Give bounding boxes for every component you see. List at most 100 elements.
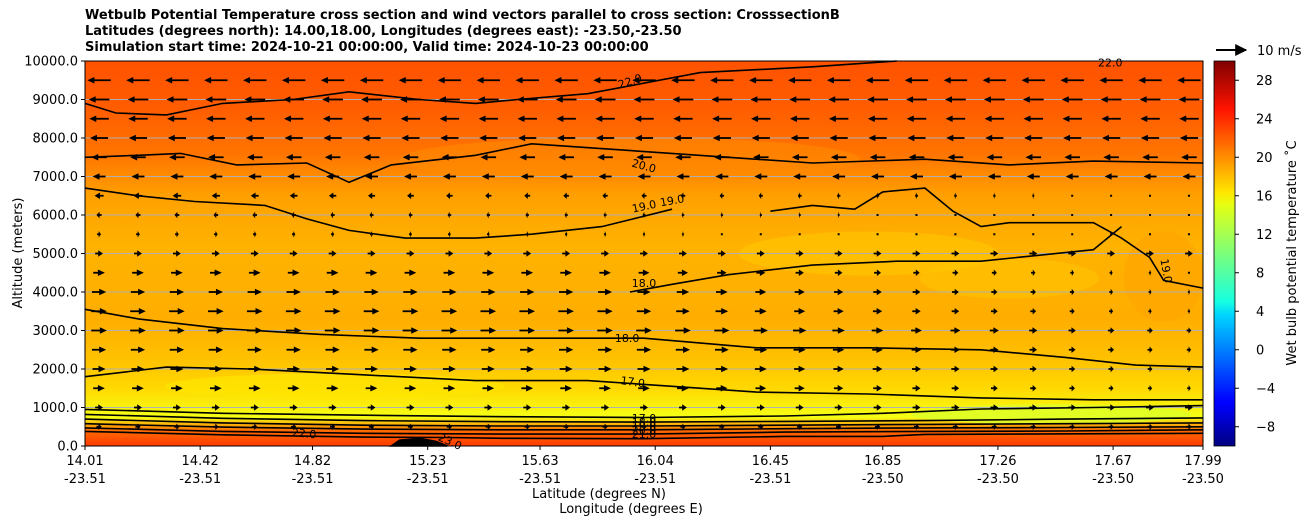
wind-arrow-head: [1181, 153, 1189, 161]
wind-arrow-head: [371, 346, 379, 354]
wind-arrow-r4-c12: [558, 153, 574, 161]
contour-label-15: 21.0: [632, 428, 657, 441]
wind-arrow-r0-c0: [87, 76, 111, 84]
wind-arrow-head: [176, 230, 179, 238]
wind-arrow-head: [1021, 76, 1029, 84]
wind-arrow-r3-c22: [946, 134, 965, 142]
wind-arrow-r18-c22: [952, 423, 959, 431]
wind-arrow-r8-c22: [954, 233, 957, 236]
wind-arrow-r7-c13: [603, 211, 607, 219]
wind-arrow-head: [293, 230, 296, 238]
wind-arrow-r18-c6: [329, 423, 336, 431]
wind-arrow-head: [604, 404, 609, 411]
wind-arrow-head: [798, 384, 805, 392]
wind-arrow-r5-c19: [832, 173, 846, 180]
y-tick-label-7: 7000.0: [33, 170, 79, 185]
wind-arrow-r15-c0: [92, 365, 106, 373]
wind-arrow-r3-c25: [1063, 134, 1082, 142]
wind-arrow-head: [361, 115, 369, 123]
chart-title: Wetbulb Potential Temperature cross sect…: [85, 8, 840, 23]
wind-arrow-r1-c17: [750, 96, 772, 103]
wind-arrow-r8-c16: [720, 233, 723, 236]
wind-arrow-head: [751, 134, 759, 142]
wind-arrow-r7-c3: [213, 211, 219, 219]
wind-arrow-head: [869, 153, 877, 161]
wind-arrow-r10-c24: [1031, 269, 1036, 277]
wind-arrow-head: [643, 423, 647, 431]
wind-arrow-r2-c26: [1101, 115, 1121, 123]
wind-arrow-head: [206, 115, 214, 123]
wind-arrow-head: [253, 404, 259, 411]
wind-arrow-dot: [1187, 194, 1190, 197]
wind-arrow-r5-c4: [248, 173, 262, 180]
wind-arrow-r11-c27: [1148, 288, 1152, 296]
wind-arrow-head: [292, 269, 300, 277]
wind-arrow-head: [595, 115, 603, 123]
wind-arrow-head: [98, 423, 102, 431]
wind-arrow-head: [719, 192, 723, 200]
wind-arrow-r5-c17: [754, 173, 768, 180]
wind-arrow-head: [137, 404, 142, 411]
wind-arrow-r2-c0: [89, 115, 109, 123]
wind-arrow-r17-c1: [134, 404, 142, 411]
wind-arrow-r17-c22: [951, 404, 960, 411]
wind-arrow-head: [632, 76, 640, 84]
wind-arrow-head: [516, 96, 524, 103]
contour-label-5: 18.0: [615, 332, 640, 345]
wind-arrow-r6-c6: [328, 192, 337, 200]
x-tick-label-lon-5: -23.51: [634, 472, 676, 487]
wind-arrow-r12-c6: [324, 307, 341, 315]
wind-arrow-head: [1149, 307, 1152, 315]
wind-arrow-r3-c12: [557, 134, 576, 142]
wind-arrow-head: [798, 250, 804, 257]
wind-arrow-r17-c6: [328, 404, 337, 411]
wind-arrow-r18-c13: [602, 423, 608, 431]
wind-arrow-r0-c18: [788, 76, 812, 84]
wind-arrow-r15-c11: [520, 365, 534, 373]
wind-arrow-r13-c11: [519, 327, 536, 334]
wind-arrow-r9-c16: [717, 250, 726, 257]
wind-arrow-head: [832, 173, 840, 180]
wind-arrow-r17-c0: [95, 404, 103, 411]
wind-arrow-head: [993, 404, 999, 411]
wind-arrow-r16-c16: [716, 384, 728, 392]
wind-arrow-head: [526, 250, 532, 257]
wind-arrow-head: [721, 250, 726, 257]
wind-arrow-head: [1032, 192, 1034, 200]
wind-arrow-r12-c25: [1069, 307, 1075, 315]
wind-arrow-head: [909, 173, 917, 180]
wind-arrow-r3-c19: [829, 134, 848, 142]
wind-arrow-r9-c17: [756, 250, 765, 257]
wind-arrow-r5-c20: [871, 173, 885, 180]
contour-label-3: 19.0: [659, 192, 685, 209]
wind-arrow-dot: [1149, 194, 1152, 197]
wind-arrow-head: [712, 115, 720, 123]
wind-arrow-r12-c14: [636, 307, 652, 315]
wind-arrow-head: [871, 173, 879, 180]
wind-arrow-head: [333, 307, 341, 315]
wind-arrow-r11-c7: [364, 288, 379, 296]
wind-arrow-head: [673, 134, 681, 142]
wind-arrow-head: [476, 76, 484, 84]
wind-arrow-head: [98, 365, 106, 373]
x-tick-label-lat-2: 14.82: [294, 454, 331, 469]
wind-arrow-r3-c8: [401, 134, 420, 142]
wind-arrow-head: [448, 365, 456, 373]
wind-arrow-head: [525, 211, 528, 219]
wind-arrow-r8-c11: [525, 230, 529, 238]
wind-arrow-r0-c28: [1177, 76, 1201, 84]
wind-arrow-r9-c10: [484, 250, 493, 257]
wind-arrow-head: [137, 230, 140, 238]
wind-arrow-head: [1149, 269, 1152, 277]
wind-arrow-r1-c27: [1139, 96, 1161, 103]
wind-arrow-r5-c7: [365, 173, 379, 180]
wind-arrow-r17-c14: [640, 404, 648, 411]
wind-arrow-r10-c18: [795, 269, 804, 277]
wind-arrow-head: [1071, 404, 1077, 411]
wind-arrow-r14-c28: [1186, 346, 1192, 354]
wind-arrow-head: [566, 327, 574, 334]
wind-arrow-r4-c16: [714, 153, 730, 161]
wind-arrow-r5-c23: [987, 173, 1001, 180]
wind-arrow-r5-c10: [481, 173, 495, 180]
wind-arrow-head: [1032, 250, 1038, 257]
